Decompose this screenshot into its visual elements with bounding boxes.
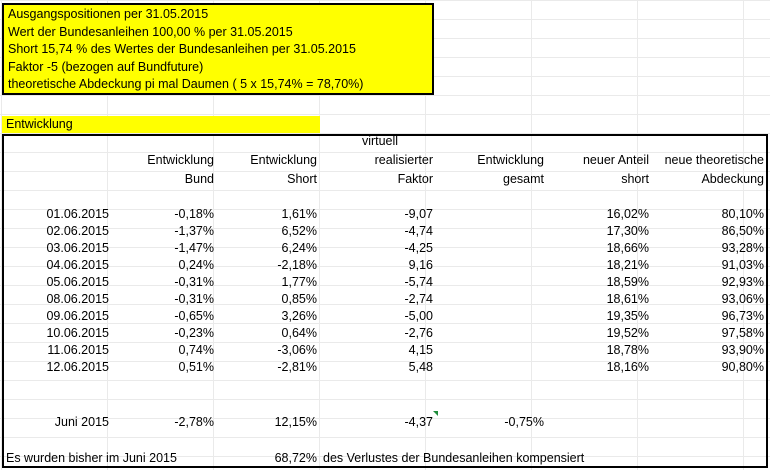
row-abdeckung[interactable]: 93,06%	[721, 292, 764, 306]
header-short-line2[interactable]: Short	[287, 172, 317, 186]
header-short-line1[interactable]: Entwicklung	[250, 153, 317, 167]
header-abdeckung-line1[interactable]: neue theoretische	[664, 153, 764, 167]
row-short[interactable]: 1,77%	[281, 275, 317, 289]
development-table	[2, 134, 768, 468]
row-short[interactable]: -2,18%	[277, 258, 317, 272]
row-anteil[interactable]: 18,78%	[606, 343, 649, 357]
row-bund[interactable]: -1,47%	[174, 241, 214, 255]
row-faktor[interactable]: 5,48	[408, 360, 433, 374]
summary-line-1[interactable]: Ausgangspositionen per 31.05.2015	[8, 7, 209, 21]
row-short[interactable]: 1,61%	[281, 207, 317, 221]
row-anteil[interactable]: 18,16%	[606, 360, 649, 374]
footer-text-left[interactable]: Es wurden bisher im Juni 2015	[6, 451, 177, 465]
row-date[interactable]: 08.06.2015	[46, 292, 109, 306]
row-short[interactable]: 0,85%	[281, 292, 317, 306]
row-abdeckung[interactable]: 97,58%	[721, 326, 764, 340]
summary-faktor[interactable]: -4,37	[404, 415, 434, 429]
row-faktor[interactable]: 4,15	[408, 343, 433, 357]
row-bund[interactable]: 0,51%	[178, 360, 214, 374]
footer-text-right[interactable]: des Verlustes der Bundesanleihen kompens…	[323, 451, 585, 465]
row-bund[interactable]: -0,65%	[174, 309, 214, 323]
row-date[interactable]: 02.06.2015	[46, 224, 109, 238]
row-short[interactable]: 0,64%	[281, 326, 317, 340]
summary-bund[interactable]: -2,78%	[174, 415, 214, 429]
header-anteil-line1[interactable]: neuer Anteil	[582, 153, 649, 167]
header-gesamt-line2[interactable]: gesamt	[503, 172, 544, 186]
row-bund[interactable]: -0,18%	[174, 207, 214, 221]
row-short[interactable]: 3,26%	[281, 309, 317, 323]
row-faktor[interactable]: -2,74	[404, 292, 434, 306]
summary-box: Ausgangspositionen per 31.05.2015 Wert d…	[2, 3, 434, 95]
row-date[interactable]: 11.06.2015	[47, 343, 109, 357]
row-anteil[interactable]: 18,66%	[606, 241, 649, 255]
row-bund[interactable]: 0,24%	[178, 258, 214, 272]
row-faktor[interactable]: -4,25	[404, 241, 434, 255]
row-abdeckung[interactable]: 90,80%	[721, 360, 764, 374]
row-anteil[interactable]: 18,61%	[606, 292, 649, 306]
header-faktor-line2[interactable]: realisierter	[374, 153, 433, 167]
summary-short[interactable]: 12,15%	[274, 415, 317, 429]
row-faktor[interactable]: -4,74	[404, 224, 434, 238]
header-bund-line2[interactable]: Bund	[184, 172, 214, 186]
row-date[interactable]: 05.06.2015	[46, 275, 109, 289]
header-gesamt-line1[interactable]: Entwicklung	[477, 153, 544, 167]
row-faktor[interactable]: 9,16	[408, 258, 433, 272]
row-short[interactable]: -2,81%	[277, 360, 317, 374]
row-anteil[interactable]: 19,52%	[606, 326, 649, 340]
row-abdeckung[interactable]: 80,10%	[721, 207, 764, 221]
row-short[interactable]: 6,24%	[281, 241, 317, 255]
row-faktor[interactable]: -2,76	[404, 326, 434, 340]
summary-label[interactable]: Juni 2015	[54, 415, 109, 429]
row-bund[interactable]: -0,23%	[174, 326, 214, 340]
row-anteil[interactable]: 19,35%	[606, 309, 649, 323]
summary-gesamt[interactable]: -0,75%	[504, 415, 544, 429]
row-bund[interactable]: -0,31%	[174, 292, 214, 306]
summary-line-5[interactable]: theoretische Abdeckung pi mal Daumen ( 5…	[8, 77, 364, 91]
row-date[interactable]: 03.06.2015	[46, 241, 109, 255]
row-abdeckung[interactable]: 93,28%	[721, 241, 764, 255]
row-short[interactable]: 6,52%	[281, 224, 317, 238]
row-faktor[interactable]: -5,74	[404, 275, 434, 289]
row-date[interactable]: 04.06.2015	[46, 258, 109, 272]
row-anteil[interactable]: 17,30%	[606, 224, 649, 238]
row-anteil[interactable]: 16,02%	[606, 207, 649, 221]
row-abdeckung[interactable]: 93,90%	[721, 343, 764, 357]
footer-value[interactable]: 68,72%	[274, 451, 317, 465]
row-short[interactable]: -3,06%	[277, 343, 317, 357]
header-anteil-line2[interactable]: short	[621, 172, 649, 186]
row-date[interactable]: 01.06.2015	[46, 207, 109, 221]
header-faktor-line3[interactable]: Faktor	[397, 172, 433, 186]
header-faktor-line1[interactable]: virtuell	[361, 134, 399, 148]
row-bund[interactable]: -1,37%	[174, 224, 214, 238]
row-abdeckung[interactable]: 86,50%	[721, 224, 764, 238]
row-date[interactable]: 12.06.2015	[46, 360, 109, 374]
comment-indicator-icon	[433, 411, 438, 416]
row-anteil[interactable]: 18,59%	[606, 275, 649, 289]
summary-line-3[interactable]: Short 15,74 % des Wertes der Bundesanlei…	[8, 42, 356, 56]
header-abdeckung-line2[interactable]: Abdeckung	[701, 172, 764, 186]
row-date[interactable]: 09.06.2015	[46, 309, 109, 323]
row-date[interactable]: 10.06.2015	[46, 326, 109, 340]
row-abdeckung[interactable]: 91,03%	[721, 258, 764, 272]
row-bund[interactable]: -0,31%	[174, 275, 214, 289]
row-anteil[interactable]: 18,21%	[606, 258, 649, 272]
row-faktor[interactable]: -5,00	[404, 309, 434, 323]
section-title[interactable]: Entwicklung	[2, 116, 320, 133]
row-abdeckung[interactable]: 96,73%	[721, 309, 764, 323]
header-bund-line1[interactable]: Entwicklung	[147, 153, 214, 167]
row-abdeckung[interactable]: 92,93%	[721, 275, 764, 289]
row-faktor[interactable]: -9,07	[404, 207, 434, 221]
row-bund[interactable]: 0,74%	[178, 343, 214, 357]
summary-line-4[interactable]: Faktor -5 (bezogen auf Bundfuture)	[8, 59, 204, 74]
summary-line-2[interactable]: Wert der Bundesanleihen 100,00 % per 31.…	[8, 24, 293, 39]
